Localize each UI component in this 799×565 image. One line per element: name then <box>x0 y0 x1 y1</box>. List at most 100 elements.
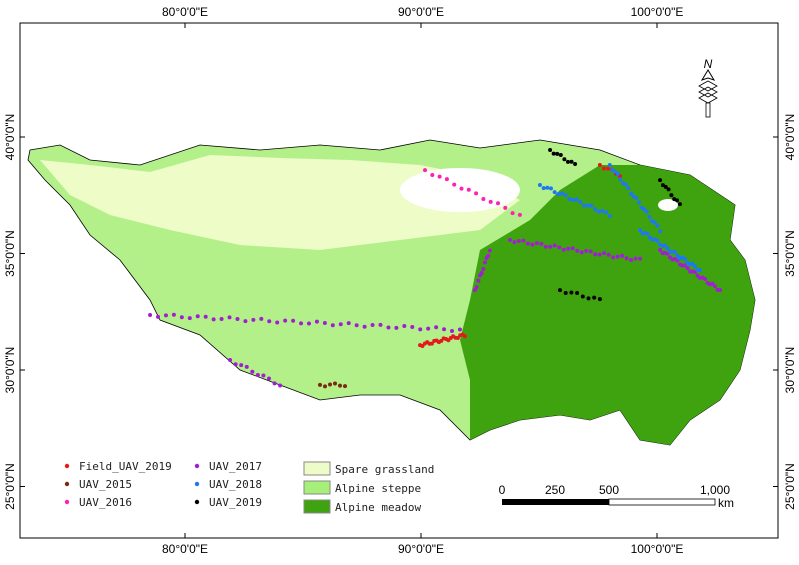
sample-point <box>658 248 663 253</box>
sample-point <box>571 197 576 202</box>
sample-point <box>570 246 575 251</box>
sample-point <box>434 325 439 330</box>
sample-point <box>171 312 176 317</box>
legend: Field_UAV_2019 UAV_2015 UAV_2016 UAV_2017 UA… <box>64 460 434 514</box>
sample-point <box>507 237 512 242</box>
lon-label-bottom: 90°0'0"E <box>398 542 444 556</box>
sample-point <box>327 382 332 387</box>
sample-point <box>567 196 572 201</box>
sample-point <box>343 384 348 389</box>
sample-point <box>558 288 563 293</box>
sample-point <box>534 241 539 246</box>
sample-point <box>600 209 605 214</box>
legend-label: UAV_2018 <box>209 478 262 491</box>
sample-point <box>233 362 238 367</box>
legend-marker <box>194 463 200 469</box>
sample-point <box>578 200 583 205</box>
sample-point <box>517 212 522 217</box>
sample-point <box>695 273 700 278</box>
sample-point <box>690 261 695 266</box>
sample-point <box>473 288 478 293</box>
sample-point <box>338 383 343 388</box>
sample-point <box>562 157 567 162</box>
sample-point <box>322 320 327 325</box>
sample-point <box>574 197 579 202</box>
sample-point <box>623 182 628 187</box>
sample-point <box>495 201 500 206</box>
sample-point <box>482 260 487 265</box>
sample-point <box>455 335 460 340</box>
sample-point <box>658 229 663 234</box>
sample-point <box>593 207 598 212</box>
sample-point <box>634 195 639 200</box>
sample-point <box>394 325 399 330</box>
sample-point <box>647 215 652 220</box>
lon-label-bottom: 100°0'0"E <box>631 542 684 556</box>
sample-point <box>586 296 591 301</box>
sample-point <box>662 243 667 248</box>
sample-point <box>560 191 565 196</box>
sample-point <box>601 166 606 171</box>
sample-point <box>563 290 568 295</box>
sample-point <box>642 207 647 212</box>
legend-label: UAV_2016 <box>79 496 132 509</box>
sample-point <box>615 254 620 259</box>
sample-point <box>333 381 338 386</box>
sample-point <box>402 323 407 328</box>
sample-point <box>692 264 697 269</box>
sample-point <box>481 197 486 202</box>
sample-point <box>278 383 283 388</box>
sample-point <box>580 294 585 299</box>
sample-point <box>487 248 492 253</box>
sample-point <box>607 214 612 219</box>
sample-point <box>429 341 434 346</box>
legend-marker <box>194 481 200 487</box>
sample-point <box>228 357 233 362</box>
sample-point <box>545 185 550 190</box>
sample-point <box>675 253 680 258</box>
sample-point <box>655 238 660 243</box>
sample-point <box>462 334 467 339</box>
lon-label-bottom: 80°0'0"E <box>162 542 208 556</box>
sample-point <box>703 276 708 281</box>
legend-marker <box>64 499 70 505</box>
legend-swatch <box>303 480 331 495</box>
sample-point <box>666 187 671 192</box>
sample-point <box>410 324 415 329</box>
sample-point <box>638 256 643 261</box>
sample-point <box>624 256 629 261</box>
sample-point <box>579 250 584 255</box>
sample-point <box>541 186 546 191</box>
scale-bar: 0 250 500 1,000 km <box>499 483 734 510</box>
sample-point <box>179 315 184 320</box>
lon-label-top: 100°0'0"E <box>631 5 684 19</box>
sample-point <box>658 178 663 183</box>
sample-point <box>556 192 561 197</box>
legend-label: UAV_2015 <box>79 478 132 491</box>
sample-point <box>459 186 464 191</box>
legend-label: UAV_2017 <box>209 460 262 473</box>
sample-point <box>187 316 192 321</box>
sample-point <box>548 186 553 191</box>
legend-marker <box>64 463 70 469</box>
sample-point <box>551 151 556 156</box>
sample-point <box>597 297 602 302</box>
sample-point <box>203 314 208 319</box>
sample-point <box>552 243 557 248</box>
sample-point <box>633 256 638 261</box>
sample-point <box>569 290 574 295</box>
sample-point <box>593 252 598 257</box>
sample-point <box>561 247 566 252</box>
lon-label-top: 80°0'0"E <box>162 5 208 19</box>
sample-point <box>663 184 668 189</box>
sample-point <box>261 373 266 378</box>
scale-label-500: 500 <box>599 483 619 497</box>
scale-unit: km <box>718 496 734 510</box>
sample-point <box>597 162 602 167</box>
sample-point <box>481 267 486 272</box>
sample-point <box>585 203 590 208</box>
legend-swatch <box>303 461 331 476</box>
sample-point <box>602 251 607 256</box>
sample-point <box>510 211 515 216</box>
sample-point <box>626 186 631 191</box>
